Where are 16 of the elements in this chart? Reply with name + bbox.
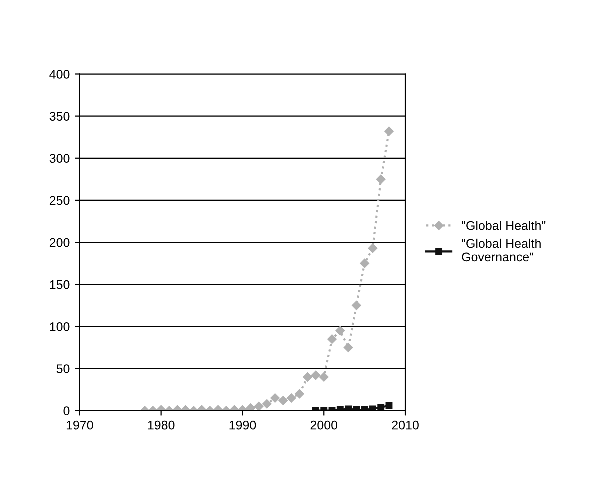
legend-label: "Global Health" (462, 221, 546, 230)
x-tick-label: 1980 (148, 420, 175, 430)
y-tick-label: 300 (50, 154, 70, 164)
y-tick-label: 400 (50, 70, 70, 79)
x-tick-label: 1970 (66, 420, 94, 430)
x-tick-label: 2000 (310, 420, 338, 430)
y-tick-label: 350 (50, 112, 70, 121)
x-tick-label: 2010 (392, 420, 419, 430)
y-tick-label: 250 (50, 196, 70, 206)
y-tick-label: 200 (50, 238, 70, 248)
y-tick-label: 150 (50, 280, 70, 290)
y-tick-label: 0 (64, 406, 70, 416)
y-tick-label: 50 (56, 364, 70, 374)
x-tick-label: 1990 (230, 420, 256, 430)
y-tick-label: 100 (50, 322, 70, 332)
legend-label: "Global Health Governance" (462, 238, 541, 262)
